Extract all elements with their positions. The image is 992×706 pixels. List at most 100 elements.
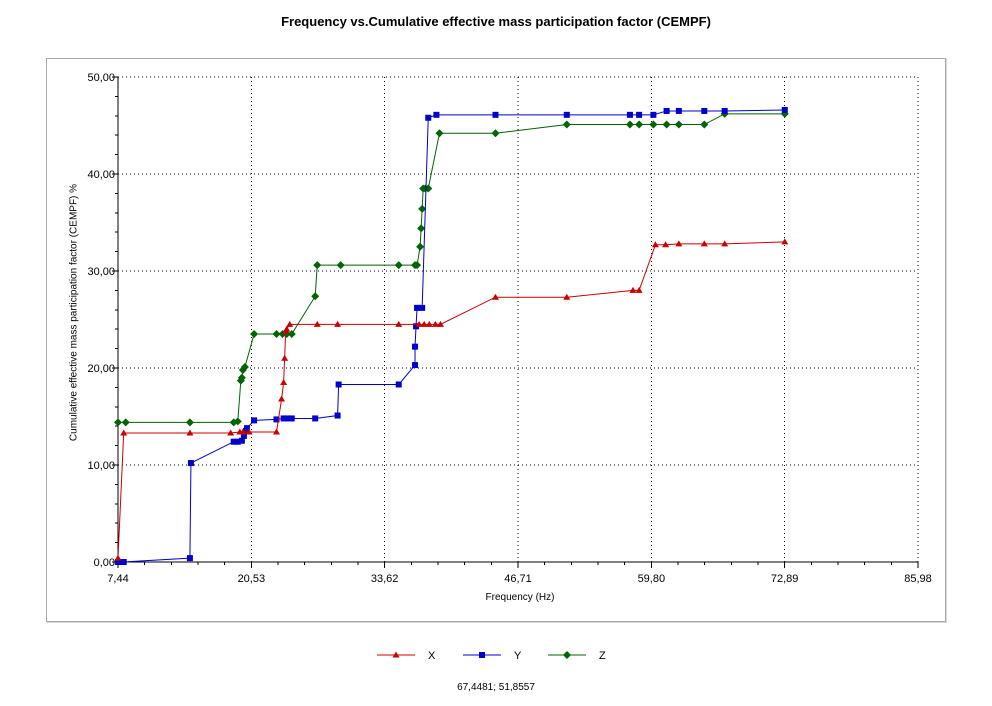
- legend-label: Y: [514, 650, 522, 662]
- legend-item-z: Z: [548, 650, 606, 662]
- legend: X Y Z: [377, 650, 606, 662]
- data-point-y: [626, 111, 633, 118]
- x-tick-label: 20,53: [238, 573, 266, 585]
- series-y: [115, 106, 788, 565]
- data-point-y: [251, 417, 258, 424]
- x-tick-label: 59,80: [638, 573, 666, 585]
- data-point-z: [416, 242, 425, 251]
- chart-frame: [46, 58, 946, 622]
- data-point-x: [186, 429, 194, 436]
- data-point-z: [287, 330, 296, 339]
- data-point-y: [284, 415, 291, 422]
- series-line-y: [118, 109, 785, 563]
- legend-label: X: [428, 650, 436, 662]
- data-point-y: [120, 559, 127, 565]
- data-point-z: [185, 418, 194, 427]
- y-tick-label: 30,00: [87, 266, 115, 278]
- data-point-z: [272, 330, 281, 339]
- data-point-x: [675, 240, 683, 247]
- data-point-z: [649, 120, 658, 129]
- data-point-x: [781, 238, 789, 245]
- series-line-z: [118, 113, 785, 423]
- data-point-x: [420, 320, 428, 327]
- data-point-y: [563, 111, 570, 118]
- data-point-z: [336, 261, 345, 270]
- data-point-y: [273, 416, 280, 423]
- data-point-y: [187, 460, 194, 467]
- data-point-z: [417, 224, 426, 233]
- data-point-x: [436, 320, 444, 327]
- gridlines: [118, 76, 919, 562]
- data-point-y: [115, 559, 121, 565]
- data-point-y: [675, 107, 682, 114]
- x-tick-label: 33,62: [371, 573, 399, 585]
- data-point-y: [425, 114, 432, 121]
- legend-item-x: X: [377, 650, 436, 662]
- x-tick-label: 85,98: [904, 573, 932, 585]
- data-point-x: [278, 395, 286, 402]
- data-point-z: [674, 120, 683, 129]
- data-point-z: [418, 204, 427, 213]
- data-point-y: [238, 437, 245, 444]
- data-point-z: [662, 120, 671, 129]
- y-tick-label: 50,00: [87, 72, 115, 84]
- data-point-z: [635, 120, 644, 129]
- data-point-x: [239, 428, 247, 435]
- data-point-x: [281, 354, 289, 361]
- data-point-x: [425, 320, 433, 327]
- data-point-y: [414, 304, 421, 311]
- data-point-y: [234, 438, 241, 445]
- data-point-y: [240, 432, 247, 439]
- data-point-x: [700, 240, 708, 247]
- data-point-z: [250, 330, 259, 339]
- data-point-y: [419, 304, 426, 311]
- x-tick-label: 46,71: [504, 573, 532, 585]
- data-point-z: [625, 120, 634, 129]
- legend-item-y: Y: [463, 650, 522, 662]
- data-point-z: [311, 292, 320, 301]
- series-line-x: [117, 241, 785, 559]
- data-point-y: [395, 381, 402, 388]
- data-point-y: [312, 415, 319, 422]
- data-point-y: [433, 111, 440, 118]
- data-point-y: [334, 412, 341, 419]
- legend-marker-z: [563, 651, 571, 659]
- data-point-z: [233, 417, 242, 426]
- cursor-coordinates-readout: 67,4481; 51,8557: [457, 682, 535, 693]
- legend-marker-x: [392, 651, 400, 658]
- data-point-y: [412, 362, 419, 369]
- data-point-x: [283, 325, 291, 332]
- series-z: [114, 109, 789, 427]
- data-point-y: [412, 343, 419, 350]
- data-point-x: [651, 241, 659, 248]
- data-point-x: [245, 428, 253, 435]
- y-tick-label: 10,00: [87, 460, 115, 472]
- data-point-x: [313, 320, 321, 327]
- x-tick-label: 7,44: [107, 573, 128, 585]
- data-point-y: [650, 111, 657, 118]
- data-point-x: [491, 293, 499, 300]
- data-point-x: [721, 240, 729, 247]
- data-point-x: [286, 320, 294, 327]
- data-point-x: [395, 320, 403, 327]
- data-point-y: [335, 381, 342, 388]
- data-point-x: [629, 286, 637, 293]
- data-point-y: [636, 111, 643, 118]
- data-point-y: [288, 415, 295, 422]
- data-point-z: [435, 129, 444, 138]
- y-tick-label: 40,00: [87, 169, 115, 181]
- data-point-z: [562, 120, 571, 129]
- y-axis-title: Cumulative effective mass participation …: [68, 183, 80, 442]
- data-point-z: [700, 120, 709, 129]
- data-point-x: [334, 320, 342, 327]
- data-point-x: [120, 429, 128, 436]
- data-point-x: [662, 241, 670, 248]
- data-point-x: [272, 428, 280, 435]
- data-point-x: [114, 554, 122, 561]
- data-point-x: [415, 320, 423, 327]
- data-point-y: [663, 107, 670, 114]
- data-point-z: [121, 418, 130, 427]
- x-tick-label: 72,89: [771, 573, 799, 585]
- data-point-z: [114, 418, 122, 427]
